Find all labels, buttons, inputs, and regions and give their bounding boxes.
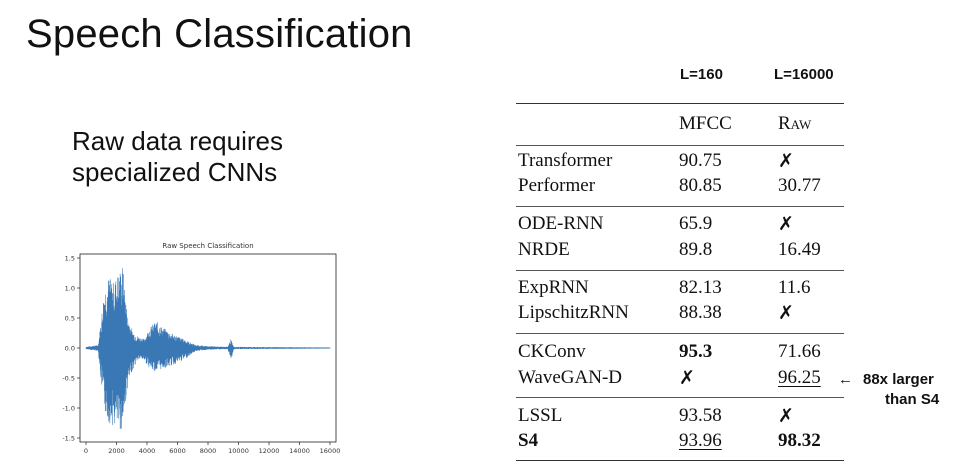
row-model: LipschitzRNN	[518, 302, 629, 323]
row-model-s4: S4	[518, 430, 539, 451]
chart-title: Raw Speech Classification	[162, 242, 253, 250]
row-model: CKConv	[518, 341, 586, 362]
x-tick-label: 0	[84, 447, 88, 455]
x-tick-label: 12000	[259, 447, 280, 455]
row-model: WaveGAN-D	[518, 367, 622, 388]
annotation-line: than S4	[885, 391, 940, 408]
row-mfcc: 90.75	[679, 150, 722, 171]
row-model: NRDE	[518, 239, 570, 260]
row-raw: 71.66	[778, 341, 821, 362]
x-tick-label: 8000	[200, 447, 217, 455]
row-raw: ✗	[778, 406, 794, 427]
subtitle-line: Raw data requires	[72, 126, 283, 156]
x-tick-label: 2000	[108, 447, 125, 455]
col-header-raw: Raw	[778, 113, 812, 134]
col-group-header-l16000: L=16000	[774, 66, 834, 83]
row-mfcc: 88.38	[679, 302, 722, 323]
row-model: Transformer	[518, 150, 613, 171]
row-raw: ✗	[778, 303, 794, 324]
x-tick-label: 10000	[228, 447, 249, 455]
row-raw: 11.6	[778, 277, 811, 298]
table-top-rule	[516, 103, 844, 104]
row-raw: 16.49	[778, 239, 821, 260]
row-mfcc: ✗	[679, 368, 695, 389]
row-mfcc: 93.58	[679, 405, 722, 426]
x-tick-label: 6000	[169, 447, 186, 455]
table-bottom-rule	[516, 460, 844, 461]
row-mfcc-best: 95.3	[679, 341, 713, 362]
row-raw-best: 98.32	[778, 430, 821, 451]
left-arrow-icon: ←	[838, 371, 853, 388]
y-tick-label: -0.5	[62, 375, 75, 383]
x-tick-label: 14000	[289, 447, 310, 455]
row-mfcc: 82.13	[679, 277, 722, 298]
y-tick-label: 0.5	[65, 315, 75, 323]
y-tick-label: -1.5	[62, 435, 75, 443]
slide-subtitle: Raw data requires specialized CNNs	[72, 126, 283, 188]
row-model: Performer	[518, 175, 596, 196]
group-rule	[516, 333, 844, 334]
y-tick-label: 1.5	[65, 255, 75, 263]
row-mfcc: 80.85	[679, 175, 722, 196]
size-annotation: ← 88x larger than S4	[838, 370, 939, 410]
row-mfcc: 89.8	[679, 239, 713, 260]
slide-title: Speech Classification	[26, 12, 413, 56]
raw-speech-chart: Raw Speech Classification 1.5 1.0 0.5 0.0 -0.…	[52, 236, 348, 468]
row-raw: ✗	[778, 151, 794, 172]
row-model: ExpRNN	[518, 277, 589, 298]
row-mfcc: 65.9	[679, 213, 713, 234]
waveform-series	[85, 268, 331, 430]
group-rule	[516, 270, 844, 271]
row-model: ODE-RNN	[518, 213, 604, 234]
row-raw-second: 96.25	[778, 367, 821, 388]
waveform-plot: Raw Speech Classification 1.5 1.0 0.5 0.0 -0.…	[62, 242, 341, 455]
group-rule	[516, 397, 844, 398]
subtitle-line: specialized CNNs	[72, 157, 278, 187]
x-tick-label: 16000	[320, 447, 341, 455]
row-mfcc-second: 93.96	[679, 430, 722, 451]
x-tick-label: 4000	[139, 447, 156, 455]
row-raw: ✗	[778, 214, 794, 235]
row-raw: 30.77	[778, 175, 821, 196]
group-rule	[516, 206, 844, 207]
row-model: LSSL	[518, 405, 563, 426]
col-header-mfcc: MFCC	[679, 113, 732, 134]
y-tick-label: 0.0	[65, 345, 75, 353]
annotation-line: 88x larger	[863, 371, 934, 388]
y-tick-label: 1.0	[65, 285, 75, 293]
col-group-header-l160: L=160	[680, 66, 723, 83]
y-tick-label: -1.0	[62, 405, 75, 413]
header-rule	[516, 145, 844, 146]
